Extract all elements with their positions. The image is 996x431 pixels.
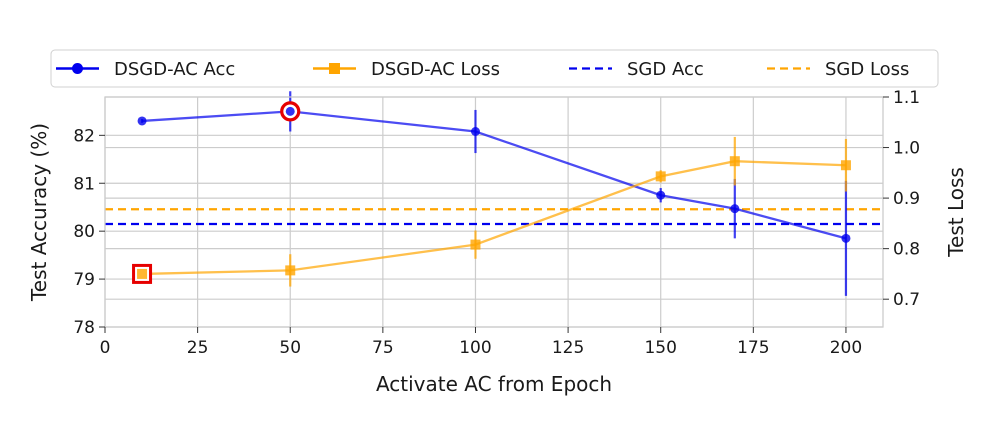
x-tick-label: 150 <box>644 338 676 358</box>
x-tick-label: 175 <box>737 338 769 358</box>
legend-label: SGD Loss <box>825 59 909 80</box>
data-point <box>730 204 740 214</box>
y-tick-label-right: 0.9 <box>893 189 920 209</box>
y-tick-label-right: 1.1 <box>893 88 920 108</box>
legend-box <box>50 49 939 88</box>
y-axis-label-right: Test Loss <box>944 167 968 258</box>
ticks: 0 25 50 75 100 125 150 175 200 78 79 80 81 82 0.7 0.8 0.… <box>73 88 920 358</box>
data-point <box>137 268 148 279</box>
legend: DSGD-AC Acc DSGD-AC Loss SGD Acc SGD Loss <box>50 49 939 88</box>
y-tick-label-left: 80 <box>73 222 95 242</box>
y-tick-label-left: 82 <box>73 126 95 146</box>
x-tick-label: 50 <box>279 338 301 358</box>
legend-label: DSGD-AC Acc <box>114 59 235 80</box>
legend-label: SGD Acc <box>627 59 704 80</box>
data-point <box>840 160 851 171</box>
x-axis-label: Activate AC from Epoch <box>376 372 612 396</box>
x-tick-label: 0 <box>100 338 111 358</box>
legend-item-sgd-loss: SGD Loss <box>767 59 909 80</box>
x-tick-label: 75 <box>372 338 394 358</box>
data-point <box>470 239 481 250</box>
y-tick-label-right: 1.0 <box>893 139 920 159</box>
y-tick-label-left: 78 <box>73 318 95 338</box>
legend-label: DSGD-AC Loss <box>371 59 500 80</box>
series-line-dsgd-ac-loss <box>142 160 846 276</box>
data-point <box>285 265 296 276</box>
series-dsgd-ac-acc <box>137 91 851 296</box>
legend-items: DSGD-AC Acc DSGD-AC Loss SGD Acc SGD Loss <box>56 59 909 80</box>
y-tick-label-right: 0.7 <box>893 290 920 310</box>
data-point <box>285 106 295 116</box>
y-tick-label-left: 79 <box>73 270 95 290</box>
legend-item-dsgd-ac-loss: DSGD-AC Loss <box>313 59 500 80</box>
plot-frame <box>104 96 884 328</box>
grid <box>104 96 883 328</box>
series-line-dsgd-ac-acc <box>141 110 847 240</box>
legend-item-sgd-acc: SGD Acc <box>569 59 704 80</box>
legend-marker <box>329 63 340 74</box>
series-layer <box>132 91 851 296</box>
data-point <box>729 156 740 167</box>
x-tick-label: 125 <box>552 338 584 358</box>
y-tick-label-left: 81 <box>73 174 95 194</box>
y-tick-label-right: 0.8 <box>893 240 920 260</box>
data-point <box>656 190 666 200</box>
series-dsgd-ac-loss <box>132 136 851 287</box>
legend-item-dsgd-ac-acc: DSGD-AC Acc <box>56 59 235 80</box>
y-axis-label-left: Test Accuracy (%) <box>27 123 51 302</box>
data-point <box>841 233 851 243</box>
data-point <box>137 116 147 126</box>
x-tick-label: 25 <box>187 338 209 358</box>
data-point <box>470 127 480 136</box>
legend-marker <box>72 63 83 74</box>
x-tick-label: 200 <box>830 338 862 358</box>
data-point <box>655 171 666 182</box>
x-tick-label: 100 <box>459 338 491 358</box>
